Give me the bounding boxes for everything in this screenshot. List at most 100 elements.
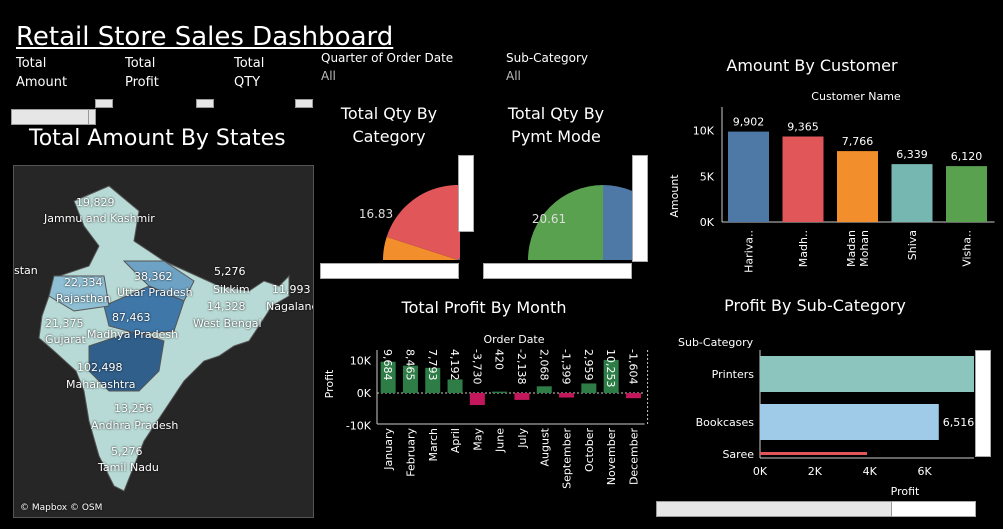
map-label-value: 19,829 — [76, 196, 115, 209]
kpi-amount-slider-handle[interactable] — [88, 109, 96, 125]
kpi-line1: Total — [16, 56, 47, 71]
kpi-profit-chip[interactable] — [196, 99, 214, 108]
map-label-value: 22,334 — [64, 276, 103, 289]
bar-value-label: 4,192 — [448, 349, 461, 381]
bar — [581, 383, 597, 393]
x-tick-label: Madh.. — [797, 230, 810, 267]
map-label-state: Gujarat — [45, 333, 86, 346]
month-profit-chart[interactable]: Order Date Profit -10K 0K 10K 9,684 January 8… — [322, 328, 652, 523]
pie-slice — [386, 185, 460, 260]
x-tick-label: October — [583, 428, 596, 472]
pie2-hscroll[interactable] — [483, 263, 632, 279]
customer-x-header: Customer Name — [811, 90, 901, 103]
bar-value-label: -3,730 — [470, 349, 483, 384]
subcat-hscroll-thumb[interactable] — [656, 501, 892, 517]
bar — [425, 367, 441, 393]
subcat-vscroll[interactable] — [975, 350, 991, 457]
bar-value-label: 9,902 — [733, 116, 765, 129]
bar-value-label: 10,253 — [604, 349, 617, 388]
bar — [946, 166, 987, 222]
y-tick-label: Bookcases — [696, 416, 755, 429]
pie-label: 16.83 — [359, 207, 393, 221]
bar — [447, 379, 463, 393]
filter-subcategory[interactable]: Sub-Category All — [506, 51, 588, 83]
dashboard-title: Retail Store Sales Dashboard — [16, 22, 394, 52]
map-label-value: 5,276 — [111, 445, 143, 458]
x-tick-label: Shiva — [906, 230, 919, 260]
kpi-amount-chip[interactable] — [95, 99, 113, 108]
x-tick-label: 4K — [863, 465, 878, 478]
kpi-amount-slider[interactable] — [11, 109, 95, 125]
map-label-state: West Bengal — [193, 317, 262, 330]
bar-value-label: 8,465 — [403, 349, 416, 381]
kpi-total-amount: Total Amount — [16, 54, 67, 92]
india-map-shape — [38, 185, 290, 492]
kpi-total-profit: Total Profit — [125, 54, 159, 92]
kpi-line2: Profit — [125, 75, 159, 90]
x-tick-label: Mohan — [858, 230, 871, 267]
map-attribution: © Mapbox © OSM — [20, 503, 103, 513]
map-label-state: Madhya Pradesh — [87, 328, 179, 341]
bar-value-label: 2,959 — [582, 349, 595, 381]
bar — [760, 356, 974, 392]
qty-pymt-title: Total Qty By Pymt Mode — [507, 104, 605, 146]
y-tick-label: 0K — [700, 216, 715, 229]
map-label-value: 102,498 — [77, 361, 123, 374]
qty-category-title: Total Qty By Category — [340, 104, 438, 146]
states-map[interactable]: 19,829 Jammu and Kashmir 22,334 Rajastha… — [13, 165, 314, 518]
x-tick-label: 0K — [753, 465, 768, 478]
bar-value-label: 6,516 — [943, 416, 975, 429]
bar-value-label: 7,766 — [842, 135, 874, 148]
qty-pymt-pie[interactable]: 20.61 — [483, 155, 633, 265]
subcat-chart-title: Profit By Sub-Category — [724, 296, 906, 315]
pie-slice — [528, 185, 603, 260]
map-title: Total Amount By States — [29, 126, 286, 151]
x-tick-label: December — [627, 428, 640, 486]
kpi-line1: Total — [234, 56, 265, 71]
bar — [760, 404, 939, 440]
x-tick-label: March — [427, 428, 440, 462]
month-chart-title: Total Profit By Month — [401, 298, 567, 317]
pie1-vscroll[interactable] — [458, 155, 474, 232]
map-label-state: Maharashtra — [66, 378, 136, 391]
pie2-vscroll[interactable] — [632, 155, 648, 262]
bar — [559, 393, 575, 398]
map-label-state: Sikkim — [213, 283, 250, 296]
bar-value-label: -1,399 — [560, 349, 573, 384]
x-tick-label: Hariva.. — [743, 230, 756, 273]
map-label-value: 38,362 — [134, 270, 173, 283]
pie1-hscroll[interactable] — [320, 263, 459, 279]
kpi-qty-chip[interactable] — [295, 99, 313, 108]
x-tick-label: February — [404, 428, 417, 477]
filter-subcategory-value[interactable]: All — [506, 69, 521, 83]
bar-value-label: -2,138 — [515, 349, 528, 384]
x-tick-label: 6K — [918, 465, 933, 478]
bar-value-label: 2,068 — [537, 349, 550, 381]
bar — [625, 393, 641, 399]
x-tick-label: August — [538, 427, 551, 466]
customer-chart-title: Amount By Customer — [726, 56, 898, 75]
bar — [782, 136, 824, 222]
pie-slice — [603, 185, 633, 260]
y-tick-label: -10K — [346, 419, 372, 432]
y-tick-label: 10K — [350, 355, 372, 368]
month-y-label: Profit — [323, 369, 336, 398]
x-tick-label: Madan — [845, 230, 858, 267]
x-tick-label: September — [561, 428, 574, 489]
bar-value-label: 9,365 — [787, 120, 819, 133]
bar — [891, 164, 933, 222]
qty-category-pie[interactable]: 16.83 — [320, 155, 460, 265]
customer-bar-chart[interactable]: Customer Name Amount 0K 5K 10K 9,902 Hariva.… — [660, 85, 995, 285]
bar — [514, 393, 530, 400]
subcat-x-label: Profit — [891, 485, 920, 498]
map-label-value: 5,276 — [214, 265, 246, 278]
bar — [728, 131, 769, 222]
map-label-state: Rajasthan — [56, 292, 111, 305]
bar — [760, 452, 867, 455]
kpi-line1: Total — [125, 56, 156, 71]
y-tick-label: 0K — [357, 387, 372, 400]
map-label-value: 11,993 — [272, 283, 311, 296]
filter-quarter-value[interactable]: All — [321, 69, 336, 83]
filter-quarter[interactable]: Quarter of Order Date All — [321, 51, 453, 83]
subcat-bar-chart[interactable]: Sub-Category Profit Printers Bookcases 6,5… — [660, 330, 1003, 500]
